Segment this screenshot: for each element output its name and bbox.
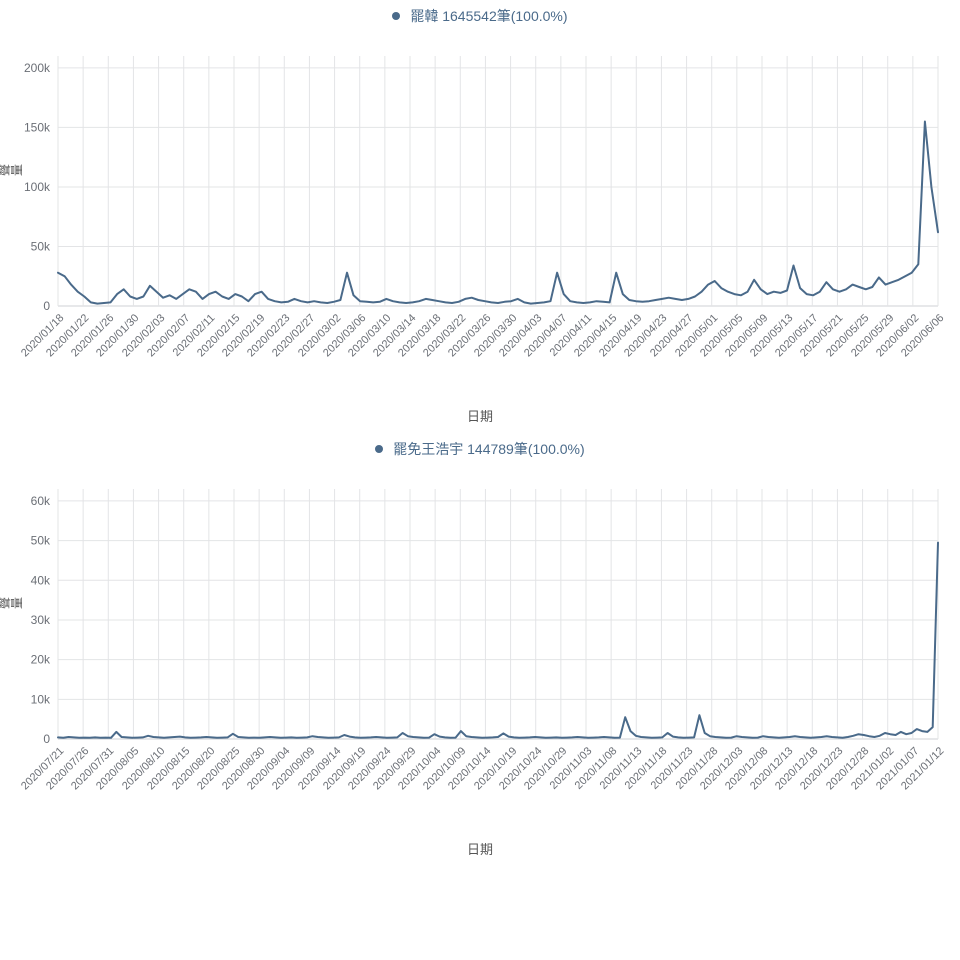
legend-marker-icon — [392, 12, 400, 20]
svg-text:100k: 100k — [24, 180, 51, 194]
x-axis-title-1: 日期 — [0, 406, 960, 433]
svg-text:40k: 40k — [31, 573, 51, 587]
svg-text:200k: 200k — [24, 61, 51, 75]
svg-text:150k: 150k — [24, 120, 51, 134]
legend-2: 罷免王浩宇 144789筆(100.0%) — [0, 433, 960, 463]
svg-text:30k: 30k — [31, 613, 51, 627]
svg-text:20k: 20k — [31, 653, 51, 667]
svg-text:60k: 60k — [31, 494, 51, 508]
y-axis-title-2: 聲量 — [0, 595, 23, 612]
svg-text:0: 0 — [43, 732, 50, 743]
x-axis-title-2: 日期 — [0, 839, 960, 866]
legend-label-1: 罷韓 1645542筆(100.0%) — [410, 8, 567, 24]
svg-text:0: 0 — [43, 299, 50, 310]
svg-text:10k: 10k — [31, 692, 51, 706]
y-axis-title-1: 聲量 — [0, 162, 23, 179]
plot-area-2: 聲量 0 10k 20k 30k 40k 50k 60k — [0, 463, 960, 743]
legend-1: 罷韓 1645542筆(100.0%) — [0, 0, 960, 30]
svg-text:50k: 50k — [31, 239, 51, 253]
svg-text:50k: 50k — [31, 534, 51, 548]
x-tick-labels-1: 2020/01/182020/01/222020/01/262020/01/30… — [0, 310, 960, 406]
legend-label-2: 罷免王浩宇 144789筆(100.0%) — [393, 441, 584, 457]
chart-panel-2: 罷免王浩宇 144789筆(100.0%) 聲量 0 10k 20k 30k 40k 50… — [0, 433, 960, 866]
line-chart-1: 0 50k 100k 150k 200k — [0, 30, 960, 310]
legend-marker-icon — [375, 445, 383, 453]
x-tick-labels-2: 2020/07/212020/07/262020/07/312020/08/05… — [0, 743, 960, 839]
plot-area-1: 聲量 0 50k 100k 150k 200k — [0, 30, 960, 310]
line-chart-2: 0 10k 20k 30k 40k 50k 60k — [0, 463, 960, 743]
chart-panel-1: 罷韓 1645542筆(100.0%) 聲量 050k100k150k200k … — [0, 0, 960, 433]
